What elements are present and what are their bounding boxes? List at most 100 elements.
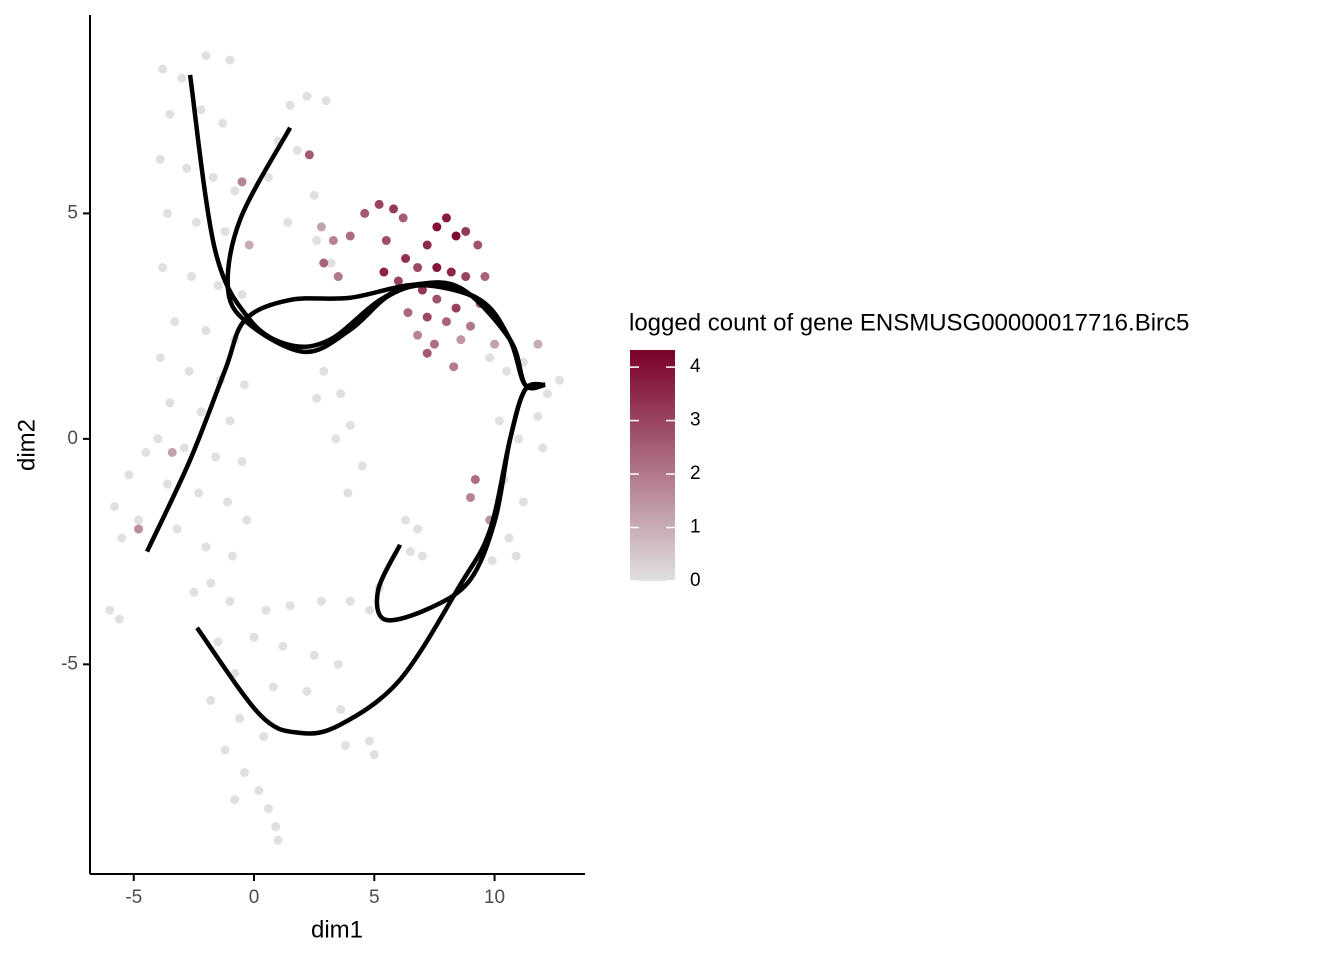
point <box>451 303 461 313</box>
point <box>331 434 341 444</box>
point <box>239 768 249 778</box>
point <box>187 272 197 282</box>
point <box>155 353 165 363</box>
point <box>328 235 338 245</box>
point <box>316 596 326 606</box>
point <box>379 267 389 277</box>
point <box>249 632 259 642</box>
point <box>316 222 326 232</box>
point <box>490 339 500 349</box>
point <box>364 605 374 615</box>
point <box>401 253 411 263</box>
point <box>381 235 391 245</box>
point <box>466 492 476 502</box>
point <box>432 222 442 232</box>
point <box>244 240 254 250</box>
point <box>487 556 497 566</box>
point <box>473 240 483 250</box>
point <box>413 524 423 534</box>
point <box>225 55 235 65</box>
point <box>461 272 471 282</box>
point <box>340 740 350 750</box>
point <box>413 263 423 273</box>
colorbar-tick-label: 2 <box>690 463 701 484</box>
point <box>110 502 120 512</box>
point <box>206 578 216 588</box>
point <box>239 380 249 390</box>
point <box>278 641 288 651</box>
point <box>211 452 221 462</box>
point <box>124 470 134 480</box>
point <box>405 547 415 557</box>
trajectory-curve <box>225 126 546 391</box>
point <box>374 199 384 209</box>
point <box>263 804 273 814</box>
point <box>179 443 189 453</box>
colorbar-tick-label: 0 <box>690 570 701 591</box>
point <box>206 695 216 705</box>
point <box>254 786 264 796</box>
point <box>345 231 355 241</box>
point <box>321 96 331 106</box>
point <box>333 659 343 669</box>
trajectory-curve <box>374 381 546 623</box>
point <box>304 150 314 160</box>
point <box>364 736 374 746</box>
point <box>170 317 180 327</box>
point <box>117 533 127 543</box>
point <box>494 416 504 426</box>
point <box>357 461 367 471</box>
y-tick-label: 5 <box>67 202 78 223</box>
point <box>165 109 175 119</box>
point <box>422 312 432 322</box>
point <box>261 605 271 615</box>
point <box>285 601 295 611</box>
point <box>141 447 151 457</box>
point <box>196 105 206 115</box>
point <box>555 375 565 385</box>
point <box>223 497 233 507</box>
point <box>480 272 490 282</box>
point <box>259 731 269 741</box>
x-tick-label: 0 <box>249 887 260 908</box>
colorbar-tick-label: 1 <box>690 517 701 538</box>
point <box>158 64 168 74</box>
point <box>105 605 115 615</box>
point <box>177 73 187 83</box>
point <box>184 366 194 376</box>
point <box>172 524 182 534</box>
point <box>533 339 543 349</box>
point <box>201 542 211 552</box>
point <box>225 416 235 426</box>
point <box>213 637 223 647</box>
y-tick-label: 0 <box>67 428 78 449</box>
point <box>417 285 427 295</box>
point <box>302 686 312 696</box>
colorbar <box>630 350 675 581</box>
point <box>218 118 228 128</box>
point <box>235 713 245 723</box>
point <box>441 213 451 223</box>
point <box>449 362 459 372</box>
legend-title: logged count of gene ENSMUSG00000017716.… <box>629 309 1189 336</box>
point <box>401 515 411 525</box>
point <box>345 596 355 606</box>
colorbar-tick-label: 4 <box>690 356 701 377</box>
point <box>182 163 192 173</box>
point <box>227 551 237 561</box>
point <box>446 267 456 277</box>
x-axis-title: dim1 <box>311 916 363 943</box>
point <box>201 51 211 61</box>
point <box>194 488 204 498</box>
point <box>333 272 343 282</box>
point <box>237 290 247 300</box>
point <box>220 226 230 236</box>
point <box>413 330 423 340</box>
point <box>273 835 283 845</box>
point <box>283 217 293 227</box>
point <box>393 276 403 286</box>
point <box>319 258 329 268</box>
point <box>302 91 312 101</box>
point <box>196 407 206 417</box>
